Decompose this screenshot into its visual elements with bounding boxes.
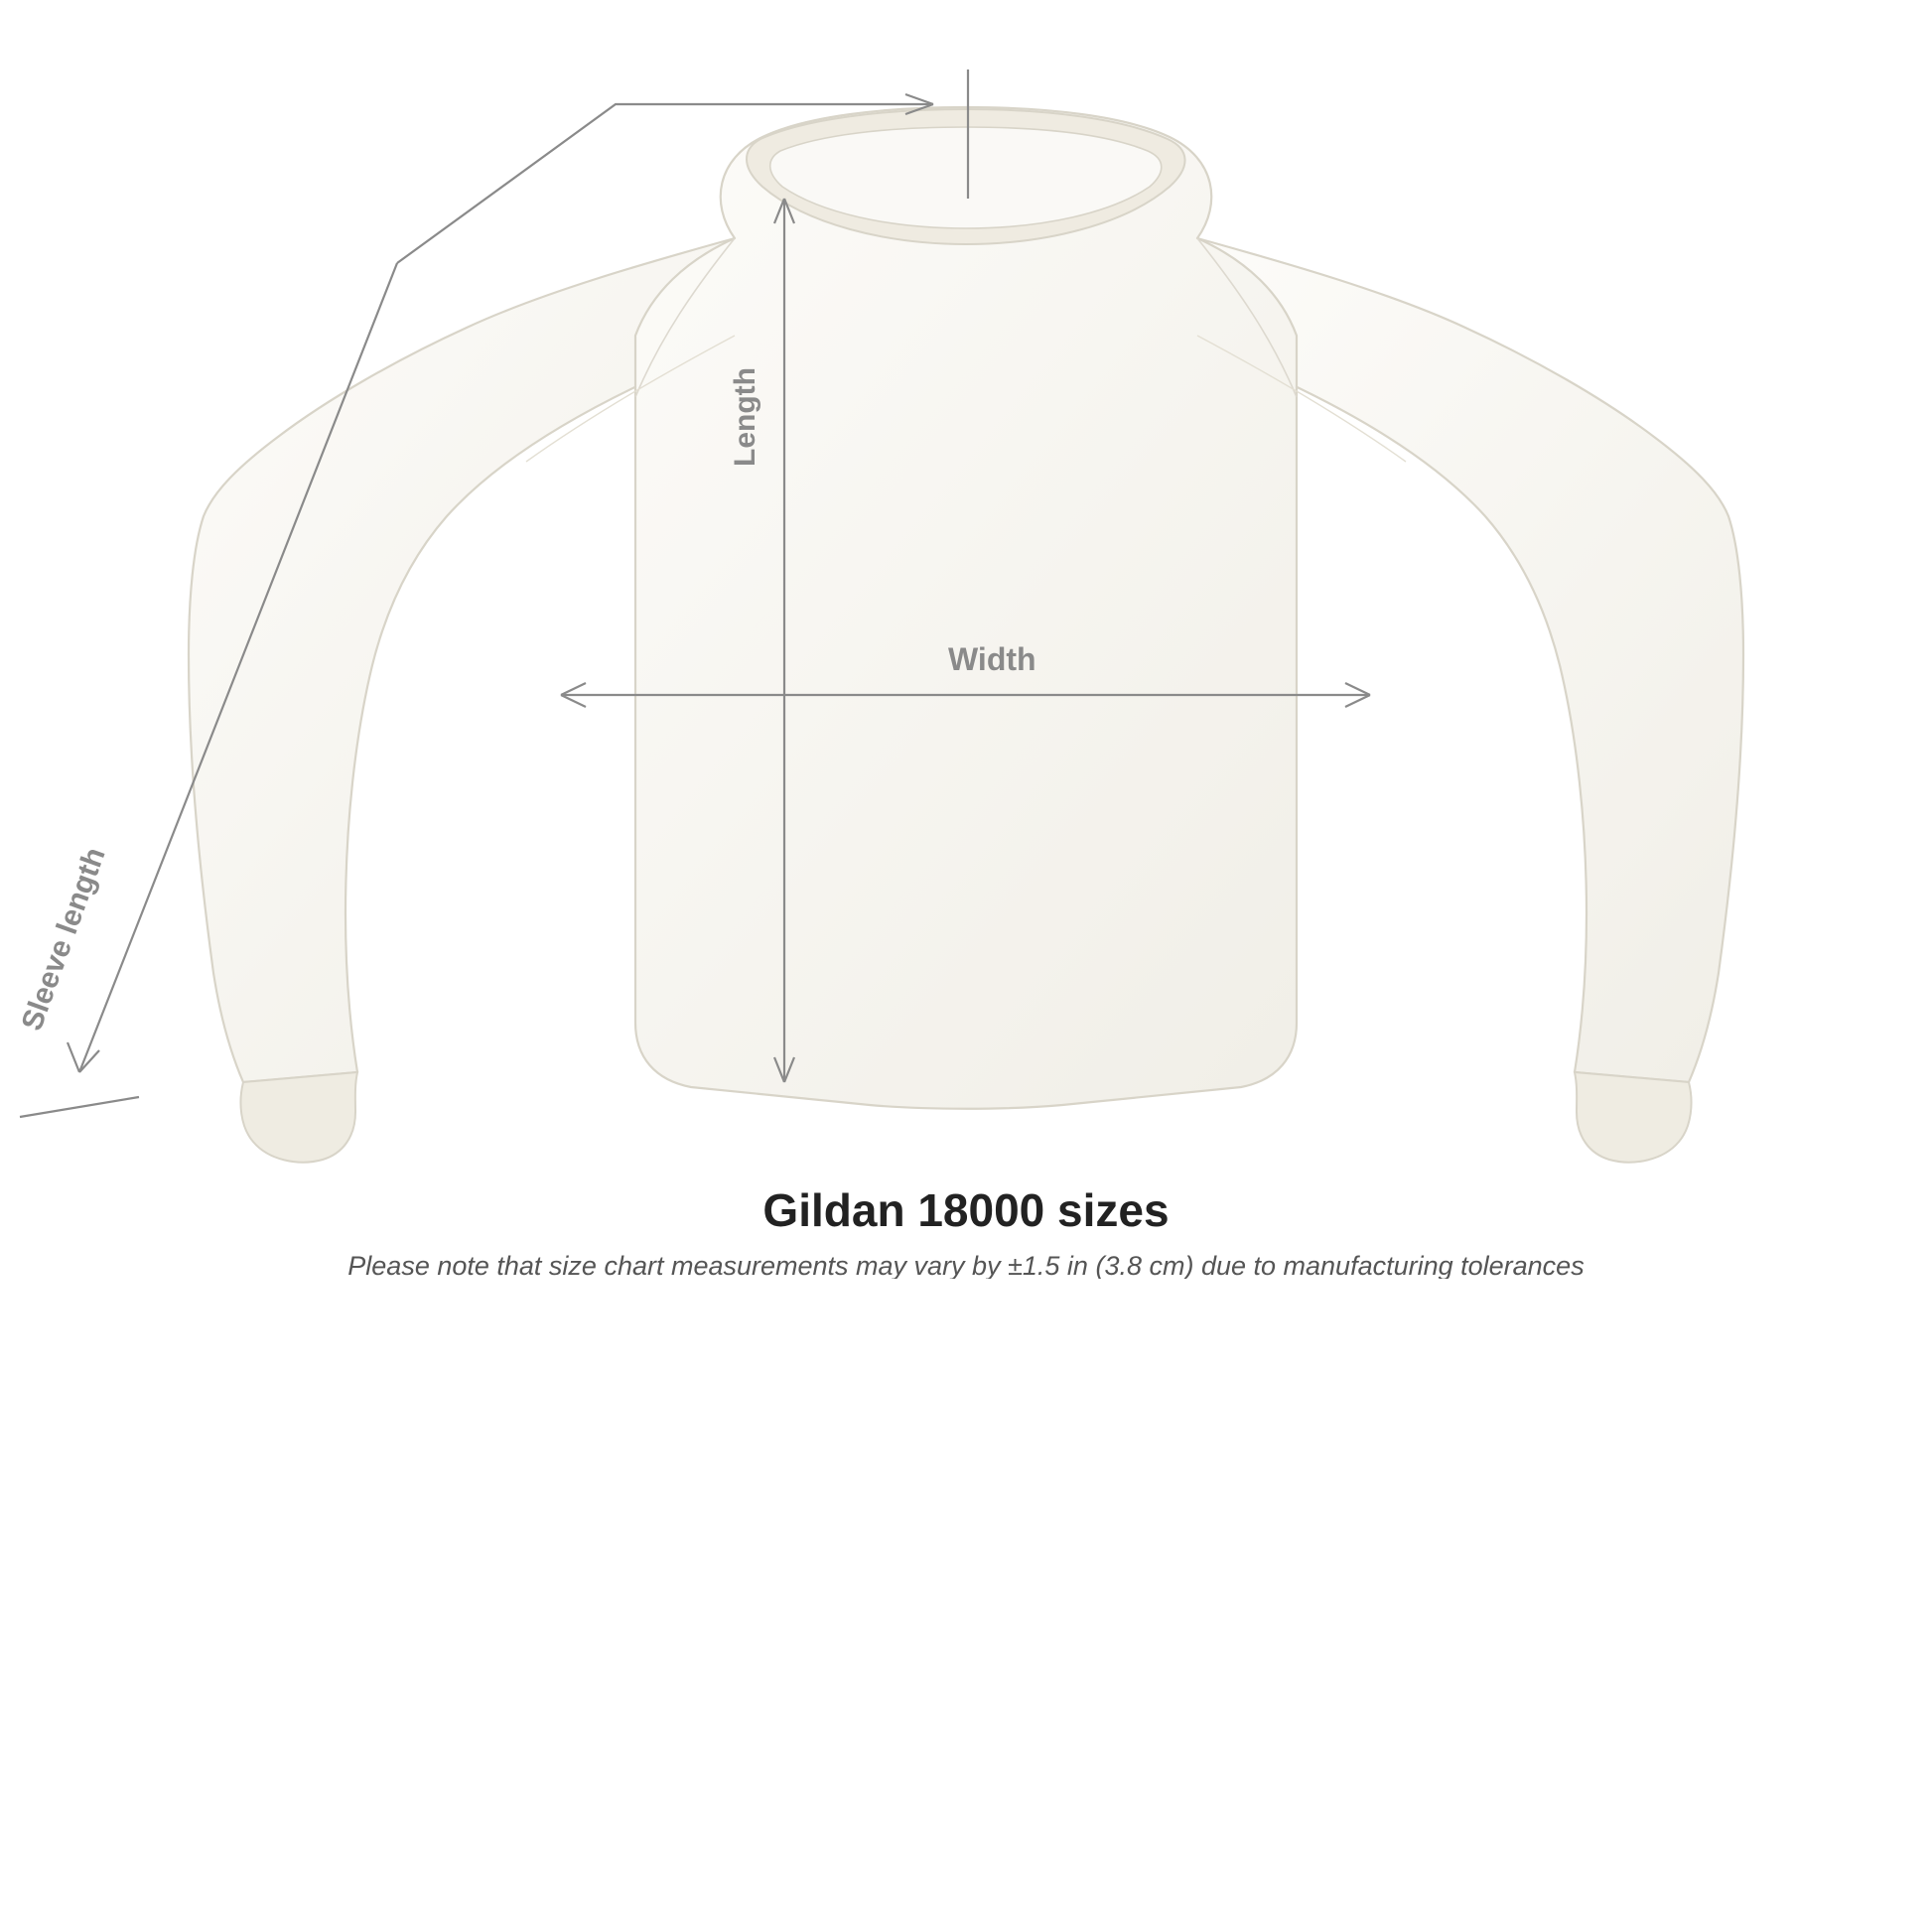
svg-text:Sleeve length: Sleeve length [16, 843, 112, 1035]
svg-text:Width: Width [948, 641, 1036, 677]
svg-text:Length: Length [729, 367, 761, 467]
